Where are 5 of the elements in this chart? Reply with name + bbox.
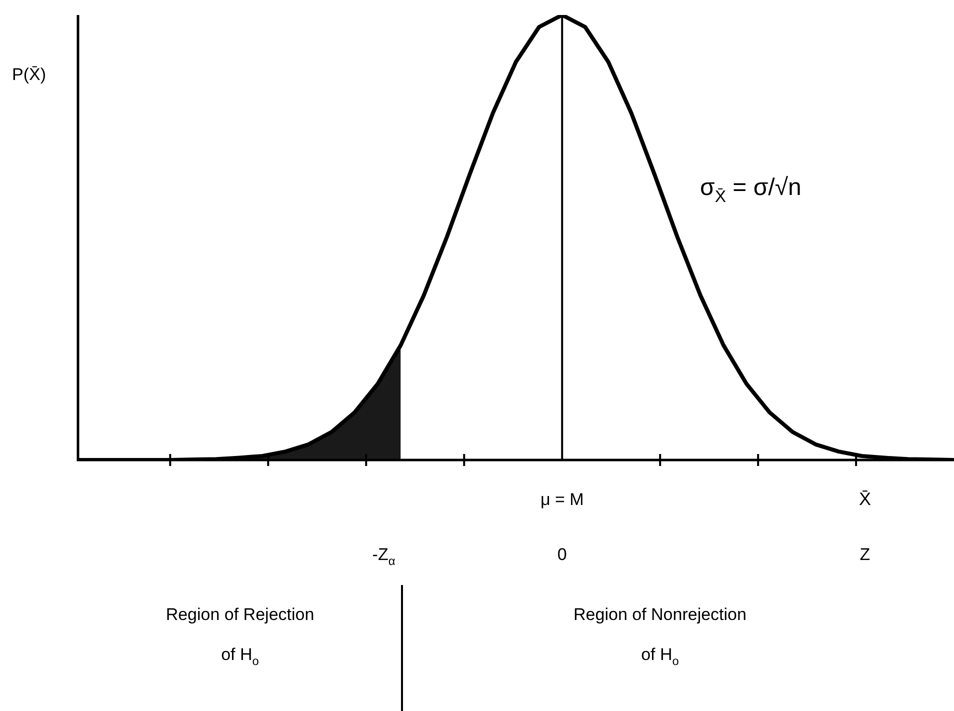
y-axis-title: P(X̄)	[12, 65, 46, 84]
text: 0	[557, 545, 567, 564]
text: Z	[860, 545, 870, 564]
text: μ = M	[540, 490, 584, 509]
x-axis-title: X̄	[858, 489, 872, 509]
